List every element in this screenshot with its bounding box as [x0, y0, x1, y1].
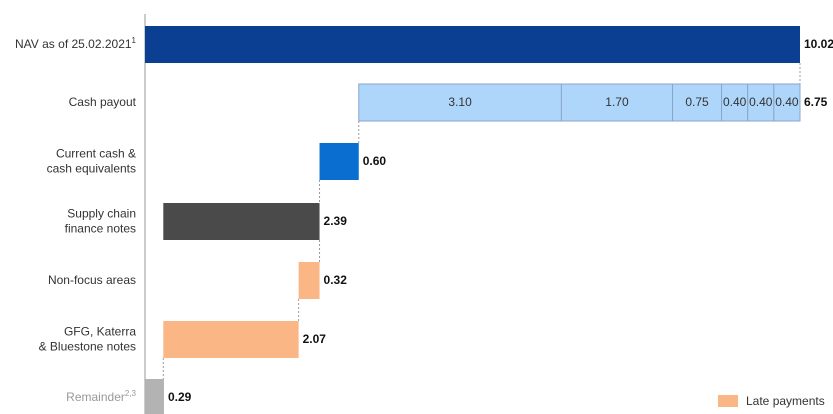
- category-label-gfg-katerra-bluestone-notes-line-2: & Bluestone notes: [39, 340, 136, 354]
- category-label-non-focus-areas: Non-focus areas: [48, 273, 136, 287]
- category-label-remainder: Remainder2,3: [66, 389, 136, 404]
- footnote-marker: 2,3: [125, 389, 137, 398]
- category-label-supply-chain-finance-notes-line-1: Supply chain: [67, 207, 136, 221]
- segment-label-1: 3.10: [448, 95, 472, 109]
- segment-label-2: 1.70: [605, 95, 629, 109]
- value-label-supply-chain-finance-notes: 2.39: [324, 214, 348, 228]
- bar-segment-cash-payout-2: [560, 83, 674, 122]
- bar-gfg-katerra-bluestone-notes: [163, 321, 299, 358]
- bars-layer: [145, 26, 801, 414]
- segment-label-5: 0.40: [749, 95, 773, 109]
- category-label-cash-payout: Cash payout: [69, 95, 137, 109]
- category-label-gfg-katerra-bluestone-notes-line-1: GFG, Katerra: [64, 325, 136, 339]
- segment-label-6: 0.40: [775, 95, 799, 109]
- bar-non-focus-areas: [298, 262, 320, 299]
- value-label-gfg-katerra-bluestone-notes: 2.07: [303, 332, 327, 346]
- bar-current-cash-cash-equivalents: [319, 143, 359, 180]
- value-label-non-focus-areas: 0.32: [324, 273, 348, 287]
- segment-label-3: 0.75: [685, 95, 709, 109]
- category-label-supply-chain-finance-notes-line-2: finance notes: [65, 222, 136, 236]
- bar-nav-as-of-25-02-2021: [145, 26, 800, 63]
- footnote-marker: 1: [132, 36, 137, 45]
- category-label-current-cash-cash-equivalents-line-1: Current cash &: [56, 147, 136, 161]
- labels-layer: 10.02 NAV as of 25.02.20211 3.10 1.70 0.75 0.…: [15, 36, 833, 404]
- bar-segment-cash-payout-6: [773, 83, 801, 122]
- value-label-remainder: 0.29: [168, 390, 192, 404]
- value-label-current-cash-cash-equivalents: 0.60: [363, 154, 387, 168]
- connector-lines: [162, 63, 801, 379]
- category-label-nav-as-of-25-02-2021: NAV as of 25.02.20211: [15, 36, 137, 51]
- category-label-current-cash-cash-equivalents-line-2: cash equivalents: [47, 162, 136, 176]
- legend-swatch-late-payments: [718, 395, 738, 407]
- legend-label-late-payments: Late payments: [746, 394, 825, 408]
- value-label-cash-payout: 6.75: [804, 95, 828, 109]
- value-label-nav-as-of-25-02-2021: 10.02: [804, 37, 833, 51]
- segment-label-4: 0.40: [723, 95, 747, 109]
- bar-segment-cash-payout-5: [747, 83, 775, 122]
- bar-remainder: [145, 379, 164, 414]
- legend: Late payments: [718, 394, 825, 408]
- bar-supply-chain-finance-notes: [163, 203, 320, 240]
